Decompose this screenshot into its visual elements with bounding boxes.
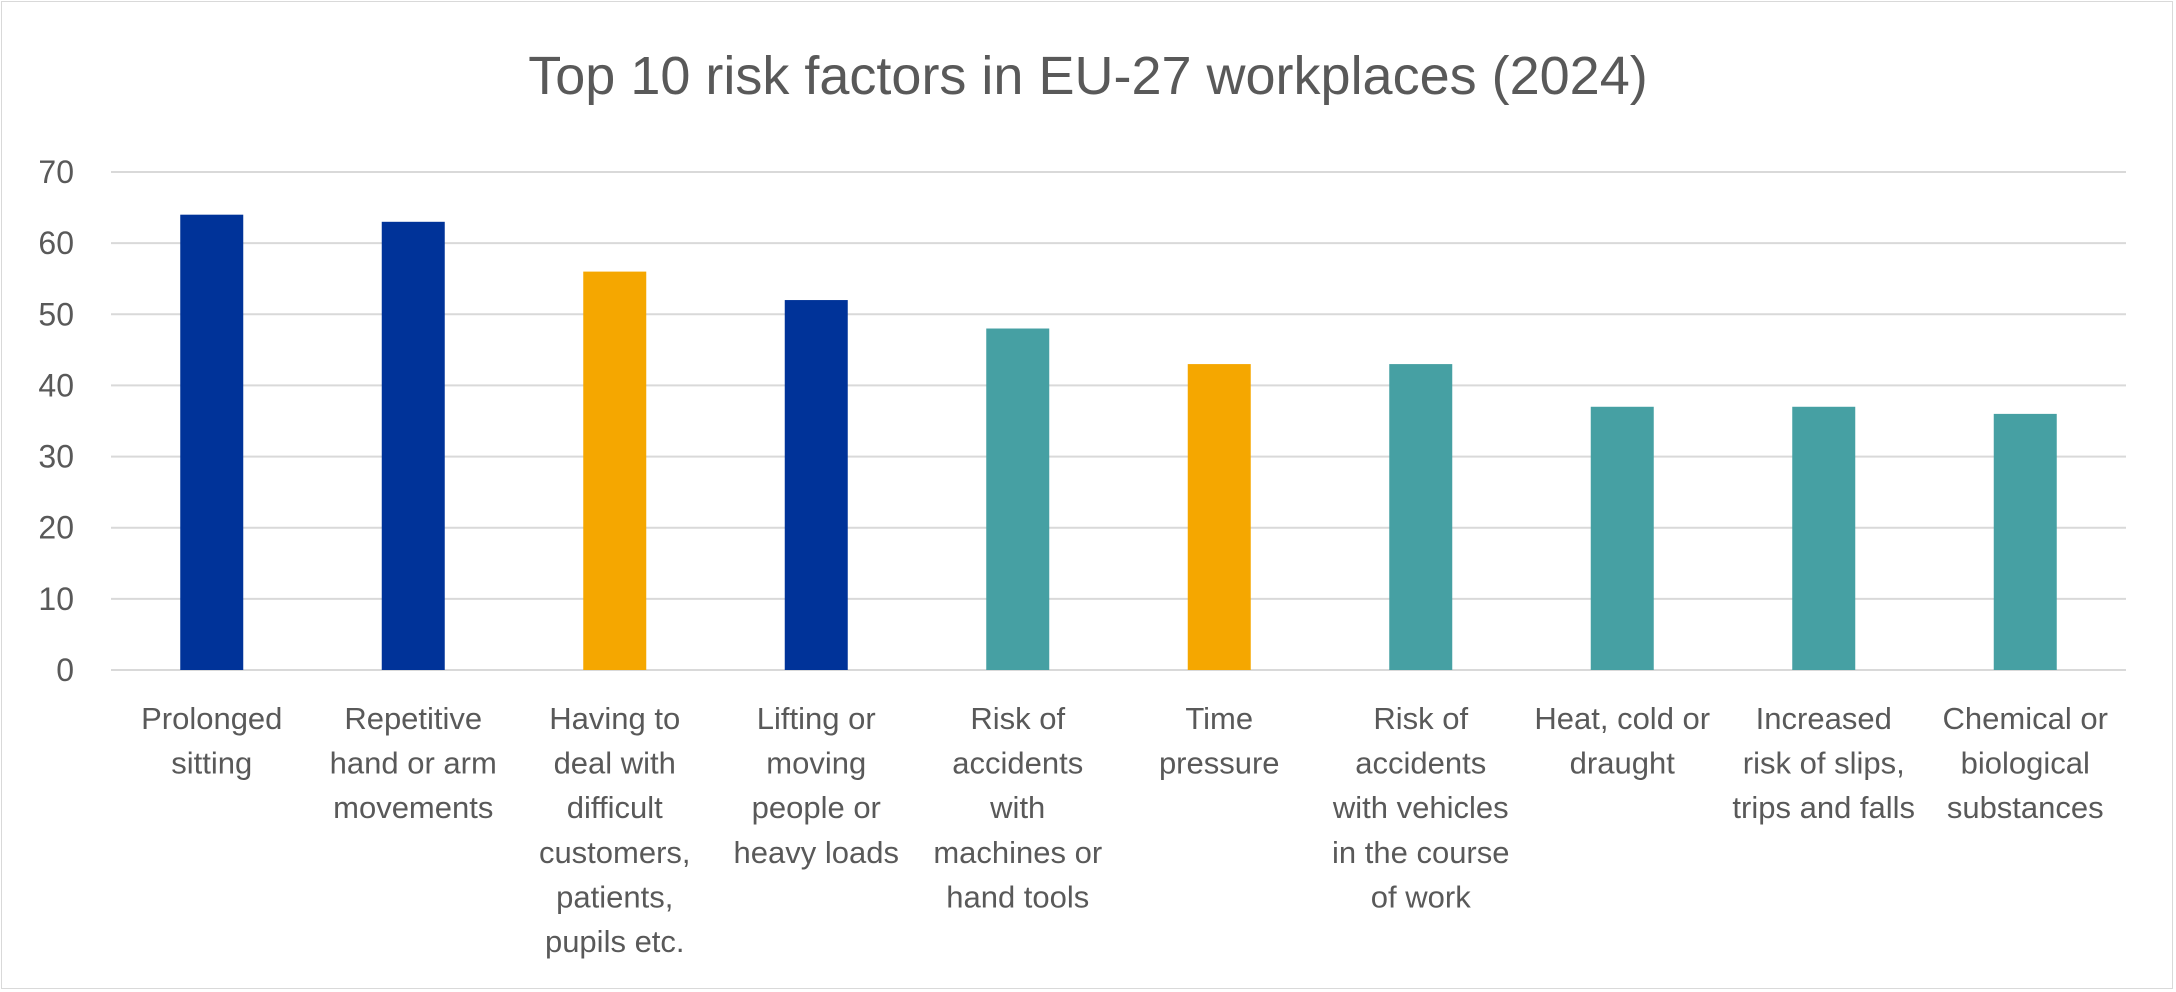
bar xyxy=(583,271,647,670)
y-tick-label: 20 xyxy=(38,510,74,546)
x-tick-label-line: with vehicles xyxy=(1332,790,1509,825)
x-tick-label: Risk of accidents with machines or hand tool… xyxy=(933,701,1102,914)
x-tick-label-line: Having to xyxy=(549,701,680,736)
x-tick-label-line: moving xyxy=(766,746,866,781)
bar xyxy=(1792,406,1856,670)
x-tick-label-line: Prolonged xyxy=(141,701,282,736)
x-tick-label-line: Repetitive xyxy=(344,701,482,736)
y-tick-label: 70 xyxy=(38,154,74,190)
x-tick-label: Heat, cold or draught xyxy=(1534,701,1710,781)
x-tick-label-line: pupils etc. xyxy=(545,924,685,959)
x-tick-label-line: machines or xyxy=(933,835,1102,870)
x-tick-label-line: Increased xyxy=(1756,701,1892,736)
y-tick-label: 50 xyxy=(38,296,74,332)
x-tick-label-line: substances xyxy=(1947,790,2104,825)
x-tick-label-line: biological xyxy=(1961,746,2090,781)
x-tick-label-line: accidents xyxy=(1355,746,1486,781)
x-tick-label-line: people or xyxy=(752,790,881,825)
bar xyxy=(1590,406,1654,670)
y-axis-tick-labels: 0 10 20 30 40 50 60 70 xyxy=(38,154,74,688)
y-tick-label: 10 xyxy=(38,581,74,617)
x-tick-label-line: movements xyxy=(333,790,493,825)
x-tick-label-line: heavy loads xyxy=(734,835,899,870)
y-tick-label: 30 xyxy=(38,439,74,475)
x-tick-label-line: customers, xyxy=(539,835,691,870)
x-tick-label-line: deal with xyxy=(554,746,676,781)
bar xyxy=(784,300,848,670)
x-tick-label-line: Heat, cold or xyxy=(1534,701,1710,736)
x-tick-label-line: Lifting or xyxy=(757,701,876,736)
x-tick-label: Increased risk of slips, trips and falls xyxy=(1732,701,1915,825)
gridlines xyxy=(111,171,2126,671)
bar xyxy=(381,221,445,671)
bar xyxy=(180,214,244,670)
x-tick-label-line: with xyxy=(989,790,1045,825)
y-tick-label: 0 xyxy=(56,652,74,688)
x-tick-label-line: risk of slips, xyxy=(1743,746,1905,781)
x-tick-label: Time pressure xyxy=(1159,701,1280,781)
chart-title: Top 10 risk factors in EU-27 workplaces … xyxy=(528,46,1647,106)
y-tick-label: 60 xyxy=(38,225,74,261)
bar xyxy=(1993,413,2057,670)
y-tick-label: 40 xyxy=(38,367,74,403)
x-tick-label-line: Risk of xyxy=(1373,701,1468,736)
bar xyxy=(1187,364,1251,670)
x-tick-label-line: accidents xyxy=(952,746,1083,781)
x-tick-label-line: pressure xyxy=(1159,746,1280,781)
bar xyxy=(986,328,1050,670)
x-tick-label: Prolonged sitting xyxy=(141,701,282,781)
x-tick-label: Risk of accidents with vehicles in the cour… xyxy=(1332,701,1510,914)
bar xyxy=(1389,364,1453,670)
x-tick-label: Repetitive hand or arm movements xyxy=(330,701,497,825)
x-tick-label-line: in the course xyxy=(1332,835,1510,870)
x-axis-category-labels: Prolonged sitting Repetitive hand or arm mov… xyxy=(141,701,2108,959)
x-tick-label: Chemical or biological substances xyxy=(1943,701,2108,825)
bars xyxy=(180,214,2057,671)
x-tick-label-line: Time xyxy=(1185,701,1253,736)
x-tick-label-line: Chemical or xyxy=(1943,701,2108,736)
x-tick-label-line: difficult xyxy=(567,790,663,825)
x-tick-label-line: sitting xyxy=(171,746,252,781)
x-tick-label-line: of work xyxy=(1371,879,1471,914)
x-tick-label-line: Risk of xyxy=(970,701,1065,736)
x-tick-label-line: hand or arm xyxy=(330,746,497,781)
x-tick-label-line: patients, xyxy=(556,879,673,914)
x-tick-label: Having to deal with difficult customers, pat… xyxy=(539,701,691,959)
x-tick-label: Lifting or moving people or heavy loads xyxy=(734,701,899,870)
x-tick-label-line: hand tools xyxy=(946,879,1089,914)
x-tick-label-line: trips and falls xyxy=(1732,790,1915,825)
x-tick-label-line: draught xyxy=(1570,746,1676,781)
